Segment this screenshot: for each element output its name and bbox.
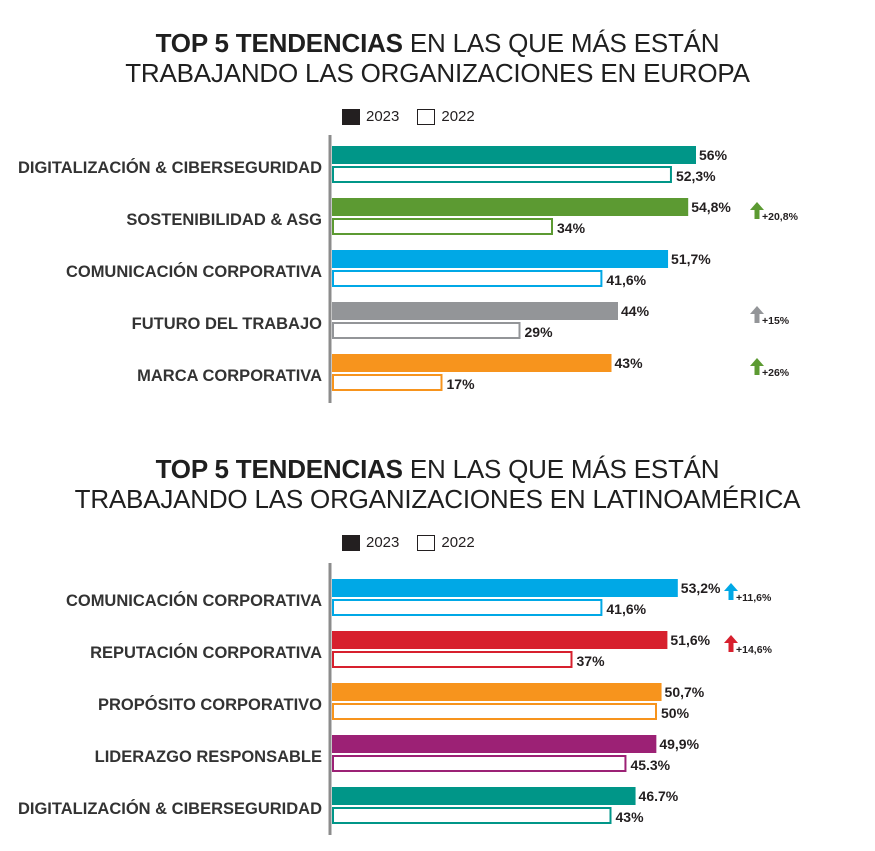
legend-label: 2023 xyxy=(366,108,400,125)
legend-swatch-filled xyxy=(342,108,360,125)
delta-label: +15% xyxy=(762,315,790,327)
category-label: MARCA CORPORATIVA xyxy=(137,367,322,385)
legend-item-2022: 2022 xyxy=(417,108,475,125)
category-label: COMUNICACIÓN CORPORATIVA xyxy=(66,262,322,281)
bar-2023 xyxy=(332,198,689,216)
chart1-plot: DIGITALIZACIÓN & CIBERSEGURIDAD 56% 52,3% S… xyxy=(18,135,799,403)
legend-swatch-outline xyxy=(417,108,436,125)
bar-2023 xyxy=(332,250,669,268)
legend-label: 2023 xyxy=(366,534,400,551)
category-label: COMUNICACIÓN CORPORATIVA xyxy=(66,591,322,610)
delta-label: +11,6% xyxy=(736,592,772,604)
category-label: REPUTACIÓN CORPORATIVA xyxy=(90,643,322,662)
data-label-2022: 41,6% xyxy=(606,272,646,288)
bar-2022 xyxy=(332,703,657,720)
bar-2022 xyxy=(332,270,603,287)
category-label: DIGITALIZACIÓN & CIBERSEGURIDAD xyxy=(18,158,322,177)
delta-arrow-icon xyxy=(750,306,764,323)
data-label-2023: 43% xyxy=(615,355,644,371)
bar-2023 xyxy=(332,354,612,372)
chart2-plot: COMUNICACIÓN CORPORATIVA 53,2% 41,6% +11,6%… xyxy=(18,563,773,835)
chart1-title: TOP 5 TENDENCIAS EN LAS QUE MÁS ESTÁN TR… xyxy=(0,28,875,88)
legend-label: 2022 xyxy=(441,534,475,551)
data-label-2023: 46.7% xyxy=(639,788,679,804)
chart2-legend: 2023 2022 xyxy=(342,534,493,551)
legend-item-2023: 2023 xyxy=(342,108,399,125)
data-label-2023: 49,9% xyxy=(659,736,699,752)
data-label-2023: 51,6% xyxy=(670,632,710,648)
bar-2022 xyxy=(332,807,612,824)
delta-arrow-icon xyxy=(724,635,738,652)
bar-2023 xyxy=(332,735,657,753)
chart2-title-line2: TRABAJANDO LAS ORGANIZACIONES EN LATINOA… xyxy=(74,484,801,514)
category-label: DIGITALIZACIÓN & CIBERSEGURIDAD xyxy=(18,799,322,818)
delta-label: +20,8% xyxy=(762,211,799,223)
legend-label: 2022 xyxy=(441,108,475,125)
bar-2023 xyxy=(332,146,696,164)
legend-item-2022: 2022 xyxy=(417,534,475,551)
chart1-title-line2: TRABAJANDO LAS ORGANIZACIONES EN EUROPA xyxy=(125,58,750,88)
data-label-2022: 34% xyxy=(557,220,586,236)
bar-2022 xyxy=(332,218,553,235)
category-label: FUTURO DEL TRABAJO xyxy=(132,315,323,333)
bar-2022 xyxy=(332,374,443,391)
data-label-2023: 53,2% xyxy=(681,580,721,596)
category-label: SOSTENIBILIDAD & ASG xyxy=(126,211,322,229)
chart1-legend: 2023 2022 xyxy=(342,108,493,125)
bar-2023 xyxy=(332,631,668,649)
data-label-2022: 43% xyxy=(616,809,645,825)
data-label-2022: 50% xyxy=(661,705,690,721)
bar-2022 xyxy=(332,166,672,183)
bar-2023 xyxy=(332,683,662,701)
data-label-2023: 54,8% xyxy=(691,199,731,215)
chart2-title: TOP 5 TENDENCIAS EN LAS QUE MÁS ESTÁN TR… xyxy=(0,454,875,514)
bar-2022 xyxy=(332,755,627,772)
legend-item-2023: 2023 xyxy=(342,534,399,551)
chart1-title-rest: EN LAS QUE MÁS ESTÁN xyxy=(402,28,720,58)
legend-swatch-outline xyxy=(417,534,436,551)
legend-swatch-filled xyxy=(342,534,360,551)
data-label-2023: 50,7% xyxy=(665,684,705,700)
data-label-2022: 41,6% xyxy=(606,601,646,617)
data-label-2022: 29% xyxy=(525,324,554,340)
bar-2023 xyxy=(332,302,618,320)
data-label-2023: 51,7% xyxy=(671,251,711,267)
bar-2022 xyxy=(332,599,603,616)
data-label-2022: 45.3% xyxy=(630,757,670,773)
data-label-2022: 52,3% xyxy=(676,168,716,184)
chart2-title-bold: TOP 5 TENDENCIAS xyxy=(155,454,403,484)
data-label-2023: 44% xyxy=(621,303,650,319)
bar-2023 xyxy=(332,579,678,597)
data-label-2023: 56% xyxy=(699,147,728,163)
chart2-title-rest: EN LAS QUE MÁS ESTÁN xyxy=(402,454,720,484)
category-label: PROPÓSITO CORPORATIVO xyxy=(98,695,322,714)
chart1-title-bold: TOP 5 TENDENCIAS xyxy=(155,28,403,58)
delta-arrow-icon xyxy=(724,583,738,600)
delta-arrow-icon xyxy=(750,202,764,219)
bar-2023 xyxy=(332,787,636,805)
data-label-2022: 37% xyxy=(577,653,606,669)
bar-2022 xyxy=(332,651,573,668)
data-label-2022: 17% xyxy=(447,376,476,392)
category-label: LIDERAZGO RESPONSABLE xyxy=(95,748,322,766)
delta-label: +14,6% xyxy=(736,644,773,656)
delta-arrow-icon xyxy=(750,358,764,375)
delta-label: +26% xyxy=(762,367,790,379)
bar-2022 xyxy=(332,322,521,339)
